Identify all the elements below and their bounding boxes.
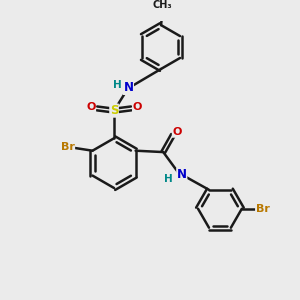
Text: Br: Br — [61, 142, 75, 152]
Text: H: H — [164, 174, 172, 184]
Text: S: S — [110, 104, 118, 117]
Text: N: N — [123, 81, 134, 94]
Text: Br: Br — [256, 204, 269, 214]
Text: N: N — [177, 168, 187, 181]
Text: H: H — [113, 80, 122, 90]
Text: CH₃: CH₃ — [153, 0, 172, 10]
Text: O: O — [86, 102, 95, 112]
Text: O: O — [133, 102, 142, 112]
Text: O: O — [172, 127, 182, 137]
